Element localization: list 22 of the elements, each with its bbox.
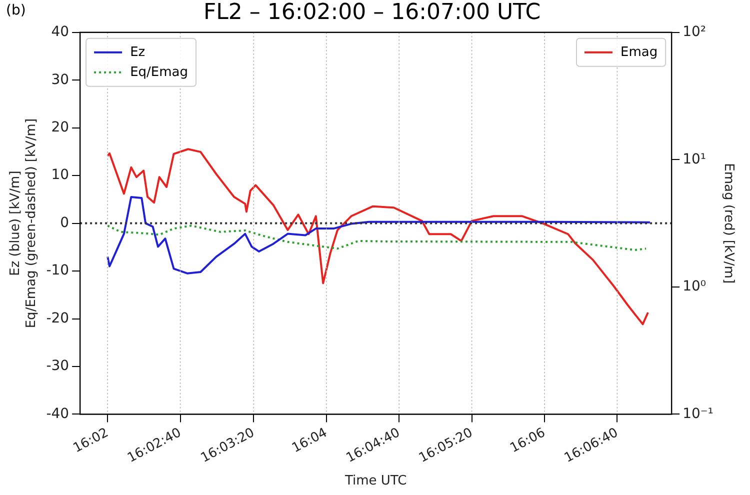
y2-tick-label: 10⁰ xyxy=(682,278,706,295)
chart-title: FL2 – 16:02:00 – 16:07:00 UTC xyxy=(203,0,541,25)
text: (b) xyxy=(6,2,26,19)
y-tick-label: 0 xyxy=(60,214,70,231)
y-tick-label: -10 xyxy=(46,262,70,279)
y-tick-label: 20 xyxy=(51,119,70,136)
legend-label: Ez xyxy=(130,44,146,60)
y-tick-label: 40 xyxy=(51,24,70,40)
legend-label: Emag xyxy=(620,44,658,60)
y-tick-label: 30 xyxy=(51,72,70,88)
y-tick-label: 10 xyxy=(51,167,70,184)
legend-label: Eq/Emag xyxy=(130,64,188,80)
y-tick-label: -20 xyxy=(46,310,70,326)
x-axis-title: Time UTC xyxy=(344,474,407,489)
y2-tick-label: 10⁻¹ xyxy=(682,406,714,422)
y2-axis-title: Emag (red) [kV/m] xyxy=(720,163,736,284)
y-tick-label: -30 xyxy=(46,358,70,374)
y2-tick-label: 10¹ xyxy=(682,151,706,168)
line-series xyxy=(106,224,648,252)
y2-tick-label: 10² xyxy=(682,24,706,40)
y-tick-label: -40 xyxy=(46,406,70,422)
y-axis-title: Ez (blue) [kV/m] Eq/Emag (green-dashed) [kV/m] xyxy=(8,118,39,328)
